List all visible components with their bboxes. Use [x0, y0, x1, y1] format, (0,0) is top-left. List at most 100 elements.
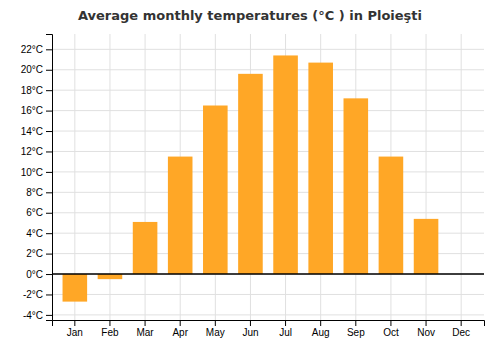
y-tick-label: 2°C	[26, 248, 43, 259]
y-tick-mark	[46, 111, 52, 112]
x-tick-label: May	[206, 327, 225, 338]
x-tick-label: Feb	[101, 327, 119, 338]
x-tick: Apr	[172, 320, 188, 338]
y-tick-label: -4°C	[23, 310, 43, 321]
grid-line-y	[52, 49, 484, 50]
y-tick-label: 10°C	[21, 167, 43, 178]
y-tick-label: 6°C	[26, 207, 43, 218]
x-tick: Aug	[312, 320, 330, 338]
bars	[52, 55, 484, 301]
bar	[344, 98, 369, 274]
x-tick: Jul	[279, 320, 292, 338]
x-tick-mark	[215, 320, 216, 326]
y-tick-mark	[46, 274, 52, 275]
x-tick: Dec	[452, 320, 470, 338]
x-tick-mark	[461, 320, 462, 326]
y-tick-mark	[46, 294, 52, 295]
y-tick: 14°C	[21, 126, 52, 137]
grid-line-y	[52, 314, 484, 315]
x-tick-label: Apr	[172, 327, 188, 338]
y-tick-mark	[46, 213, 52, 214]
plot: -4°C -2°C 0°C 2°C 4°C 6°C 8°C 10°C 12°C 14°C 16°C 1…	[21, 34, 485, 338]
x-tick-label: Aug	[312, 327, 330, 338]
y-tick-mark	[46, 90, 52, 91]
grid-line-y	[52, 171, 484, 172]
x-tick-mark	[355, 320, 356, 326]
bar	[98, 274, 123, 279]
grid-line-y	[52, 69, 484, 70]
grid-line-y	[52, 151, 484, 152]
grid-line-y	[52, 212, 484, 213]
x-tick: Mar	[136, 320, 154, 338]
x-tick-mark	[390, 320, 391, 326]
y-tick-label: 8°C	[26, 187, 43, 198]
y-tick-mark	[46, 151, 52, 152]
x-tick-label: Mar	[136, 327, 154, 338]
y-tick-label: 4°C	[26, 228, 43, 239]
baseline	[52, 273, 484, 275]
y-tick-label: 12°C	[21, 146, 43, 157]
grid-line-y	[52, 110, 484, 111]
x-tick: Sep	[347, 320, 365, 338]
x-tick-mark	[426, 320, 427, 326]
bar	[133, 222, 158, 274]
x-axis: Jan Feb Mar Apr May Jun Jul Aug Sep Oct Nov Dec	[53, 320, 485, 338]
x-tick-label: Jan	[67, 327, 83, 338]
grid-line-x	[426, 34, 427, 320]
y-axis-line	[46, 35, 53, 321]
x-tick-label: Oct	[383, 327, 399, 338]
y-tick-label: -2°C	[23, 289, 43, 300]
x-tick-mark	[285, 320, 286, 326]
grid-line-y	[52, 90, 484, 91]
y-tick: 4°C	[26, 228, 52, 239]
y-tick-mark	[46, 254, 52, 255]
x-tick-mark	[109, 320, 110, 326]
bar	[168, 157, 193, 274]
y-tick-label: 20°C	[21, 64, 43, 75]
y-tick-label: 0°C	[26, 269, 43, 280]
title: Average monthly temperatures (°C ) in Pl…	[78, 8, 422, 23]
y-tick: -2°C	[23, 289, 52, 300]
grid-line-y	[52, 192, 484, 193]
x-tick-label: Dec	[452, 327, 470, 338]
y-tick: 18°C	[21, 85, 52, 96]
x-tick: Oct	[383, 320, 399, 338]
x-axis-line	[53, 321, 485, 327]
x-tick: Feb	[101, 320, 119, 338]
bar	[273, 55, 298, 274]
grid-line-y	[52, 294, 484, 295]
y-axis: -4°C -2°C 0°C 2°C 4°C 6°C 8°C 10°C 12°C 14°C 16°C 1…	[21, 35, 53, 321]
grid-line-x	[145, 34, 146, 320]
bar	[238, 74, 263, 274]
x-tick-label: Jul	[279, 327, 292, 338]
y-tick: 22°C	[21, 44, 52, 55]
chart: -4°C -2°C 0°C 2°C 4°C 6°C 8°C 10°C 12°C 14°C 16°C 1…	[0, 0, 500, 350]
y-tick-mark	[46, 70, 52, 71]
bar	[414, 219, 439, 274]
bar	[63, 274, 88, 302]
x-tick-mark	[180, 320, 181, 326]
y-tick-mark	[46, 49, 52, 50]
y-tick-label: 16°C	[21, 105, 43, 116]
x-tick-mark	[320, 320, 321, 326]
y-tick-mark	[46, 233, 52, 234]
bar	[379, 157, 404, 274]
y-tick: 2°C	[26, 248, 52, 259]
y-tick: 10°C	[21, 167, 52, 178]
y-tick: 16°C	[21, 105, 52, 116]
y-tick: 6°C	[26, 207, 52, 218]
bar	[203, 106, 228, 275]
x-tick: Jan	[67, 320, 83, 338]
y-tick: 0°C	[26, 269, 52, 280]
grid-line-x	[461, 34, 462, 320]
y-tick: 12°C	[21, 146, 52, 157]
x-tick-label: Jun	[242, 327, 258, 338]
bar	[308, 63, 333, 274]
y-tick: 8°C	[26, 187, 52, 198]
x-tick: Jun	[242, 320, 258, 338]
x-tick-label: Sep	[347, 327, 365, 338]
y-tick-mark	[46, 131, 52, 132]
x-tick-mark	[250, 320, 251, 326]
x-tick-mark	[74, 320, 75, 326]
x-tick: Nov	[417, 320, 435, 338]
